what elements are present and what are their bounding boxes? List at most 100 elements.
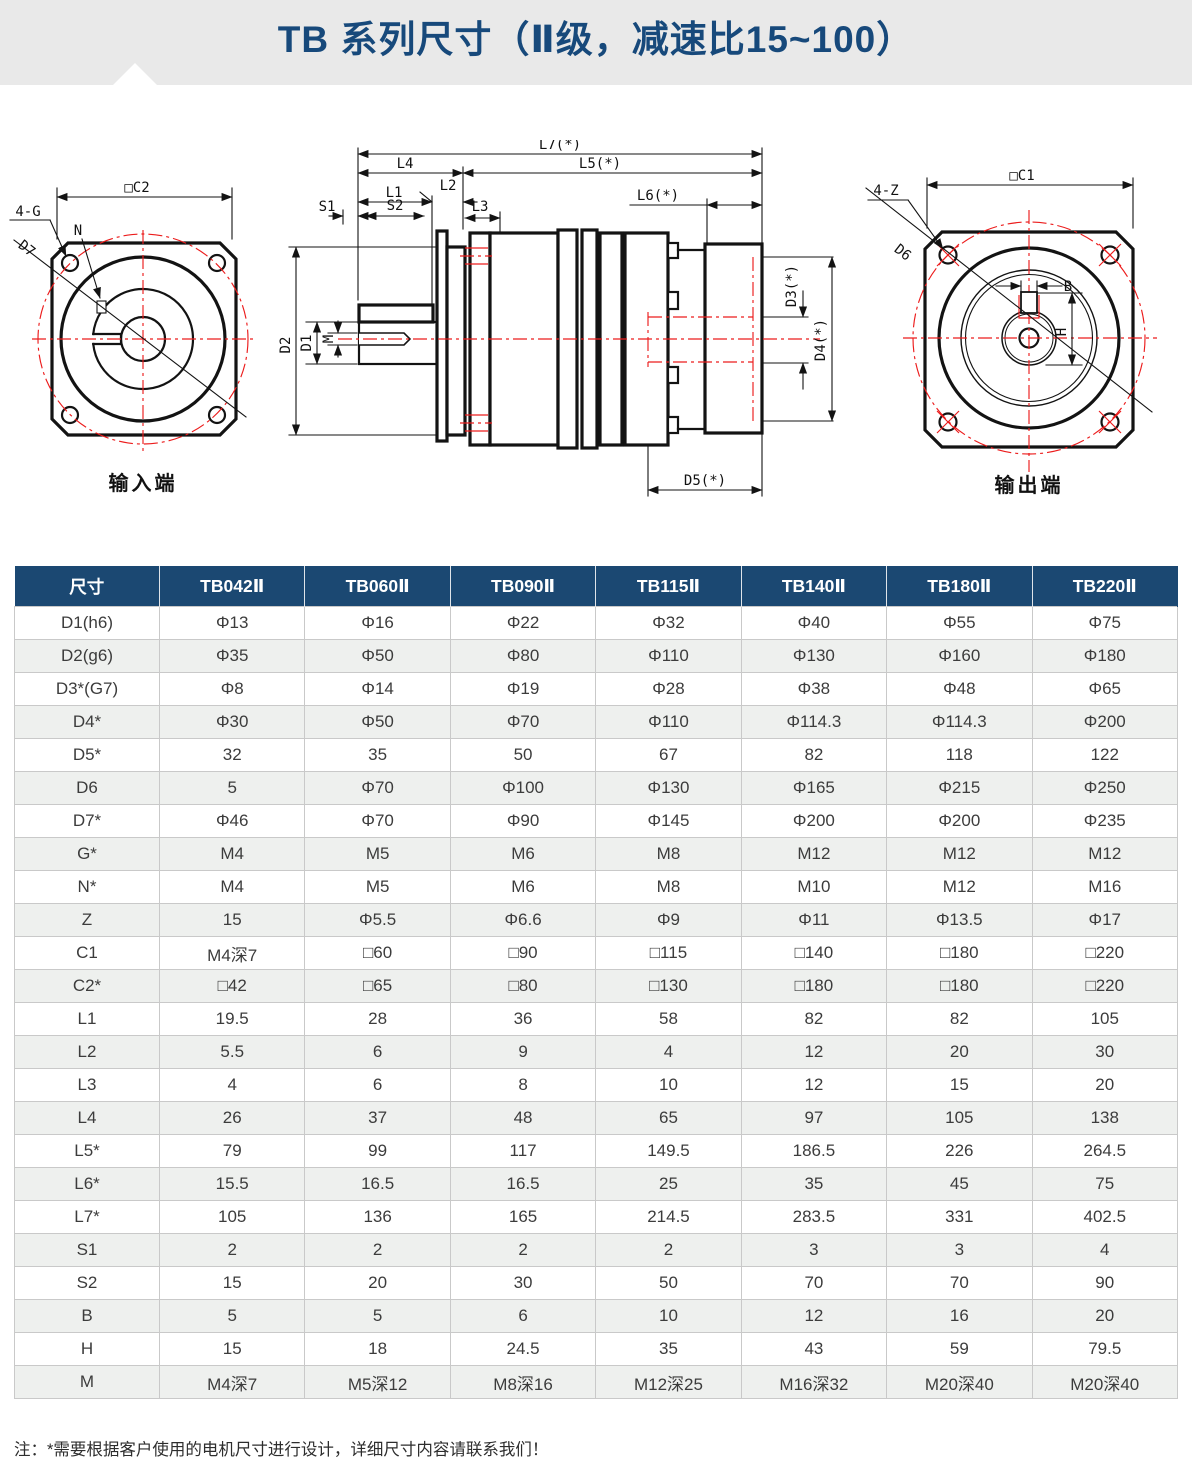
dim-cell: Φ55 xyxy=(886,606,1033,640)
dim-cell: 15 xyxy=(158,1332,306,1366)
dim-cell: Φ48 xyxy=(886,672,1033,706)
dim-cell: Φ35 xyxy=(158,639,306,673)
dim-cell: □115 xyxy=(595,936,742,970)
dim-cell: 20 xyxy=(304,1266,451,1300)
dim-cell: 79 xyxy=(158,1134,306,1168)
table-row: D6 5 Φ70 Φ100 Φ130 Φ165 Φ215 Φ250 xyxy=(14,771,1179,805)
header-row: 尺寸 TB042Ⅱ TB060Ⅱ TB090Ⅱ TB115Ⅱ TB140Ⅱ TB180Ⅱ TB… xyxy=(14,566,1179,607)
drawing-area: □C2 4-G N D7 输入端 D2 D xyxy=(9,140,1157,497)
table-row: Z 15 Φ5.5 Φ6.6 Φ9 Φ11 Φ13.5 Φ17 xyxy=(14,903,1179,937)
dim-cell: 12 xyxy=(740,1299,888,1333)
dim-cell: 35 xyxy=(595,1332,742,1366)
dim-cell: □140 xyxy=(740,936,888,970)
table-row: L2 5.5 6 9 4 12 20 30 xyxy=(14,1035,1179,1069)
dim-cell: □180 xyxy=(740,969,888,1003)
dim-cell: 32 xyxy=(158,738,306,772)
dim-label-d4: D4(*) xyxy=(813,319,829,361)
dim-cell: 5 xyxy=(158,771,306,805)
dim-label-m: M xyxy=(321,335,337,343)
dim-cell: 50 xyxy=(449,738,597,772)
dim-cell: Φ8 xyxy=(158,672,306,706)
dim-cell: 15 xyxy=(886,1068,1033,1102)
row-label: S2 xyxy=(14,1266,160,1300)
dim-label-4g: 4-G xyxy=(15,204,40,220)
dim-label-l1: L1 xyxy=(386,185,403,201)
dim-cell: M6 xyxy=(449,837,597,871)
table-row: S2 15 20 30 50 70 70 90 xyxy=(14,1266,1179,1300)
dim-cell: 97 xyxy=(740,1101,888,1135)
model-column-header: TB060Ⅱ xyxy=(304,566,451,607)
dim-cell: M8 xyxy=(595,837,742,871)
table-body: D1(h6) Φ13 Φ16 Φ22 Φ32 Φ40 Φ55 Φ75 D2(g6) Φ35 Φ50 Φ… xyxy=(14,606,1179,1399)
dim-label-s1: S1 xyxy=(319,199,336,215)
row-label: Z xyxy=(14,903,160,937)
table-row: L1 19.5 28 36 58 82 82 105 xyxy=(14,1002,1179,1036)
dim-cell: M16深32 xyxy=(740,1365,888,1399)
dim-cell: Φ32 xyxy=(595,606,742,640)
row-label: G* xyxy=(14,837,160,871)
dim-cell: M4 xyxy=(158,870,306,904)
dim-cell: 4 xyxy=(595,1035,742,1069)
dimension-table: 尺寸 TB042Ⅱ TB060Ⅱ TB090Ⅱ TB115Ⅱ TB140Ⅱ TB180Ⅱ TB… xyxy=(14,566,1179,1399)
dim-cell: 90 xyxy=(1031,1266,1179,1300)
dim-cell: 16.5 xyxy=(304,1167,451,1201)
dim-cell: Φ130 xyxy=(740,639,888,673)
dim-cell: 48 xyxy=(449,1101,597,1135)
dim-cell: 12 xyxy=(740,1068,888,1102)
dim-cell: Φ13.5 xyxy=(886,903,1033,937)
dim-cell: 35 xyxy=(740,1167,888,1201)
table-row: D3*(G7) Φ8 Φ14 Φ19 Φ28 Φ38 Φ48 Φ65 xyxy=(14,672,1179,706)
dim-cell: Φ75 xyxy=(1031,606,1179,640)
model-column-header: TB090Ⅱ xyxy=(450,566,597,607)
dim-cell: Φ30 xyxy=(158,705,306,739)
dim-cell: Φ22 xyxy=(449,606,597,640)
dim-cell: 4 xyxy=(1031,1233,1179,1267)
dim-label-d5: D5(*) xyxy=(684,473,726,489)
dim-cell: □130 xyxy=(595,969,742,1003)
dim-cell: □42 xyxy=(158,969,306,1003)
row-label: D1(h6) xyxy=(14,606,160,640)
row-label: M xyxy=(14,1365,160,1399)
dim-label-d3: D3(*) xyxy=(784,265,800,307)
dim-cell: 24.5 xyxy=(449,1332,597,1366)
dim-cell: □220 xyxy=(1031,936,1179,970)
dim-cell: Φ50 xyxy=(304,705,451,739)
table-row: D7* Φ46 Φ70 Φ90 Φ145 Φ200 Φ200 Φ235 xyxy=(14,804,1179,838)
table-row: D4* Φ30 Φ50 Φ70 Φ110 Φ114.3 Φ114.3 Φ200 xyxy=(14,705,1179,739)
dim-cell: Φ50 xyxy=(304,639,451,673)
input-end-view: □C2 4-G N D7 输入端 xyxy=(9,180,254,495)
dim-cell: 20 xyxy=(1031,1299,1179,1333)
dim-cell: Φ215 xyxy=(886,771,1033,805)
dim-cell: 149.5 xyxy=(595,1134,742,1168)
dim-cell: 9 xyxy=(449,1035,597,1069)
dim-cell: Φ114.3 xyxy=(740,705,888,739)
row-label: D7* xyxy=(14,804,160,838)
dim-cell: 16 xyxy=(886,1299,1033,1333)
dim-cell: 5 xyxy=(158,1299,306,1333)
dim-cell: Φ250 xyxy=(1031,771,1179,805)
bolt-hole-cross-marks xyxy=(936,243,1122,434)
dim-label-c1: □C1 xyxy=(1009,168,1034,184)
dim-cell: 214.5 xyxy=(595,1200,742,1234)
model-column-header: TB180Ⅱ xyxy=(886,566,1033,607)
dim-cell: M12 xyxy=(886,837,1033,871)
dim-cell: Φ16 xyxy=(304,606,451,640)
output-end-view: □C1 4-Z D6 B H 输出端 xyxy=(865,168,1157,497)
dim-label-l2: L2 xyxy=(440,178,457,194)
table-row: C1 M4深7 □60 □90 □115 □140 □180 □220 xyxy=(14,936,1179,970)
dim-cell: Φ6.6 xyxy=(449,903,597,937)
dim-cell: 264.5 xyxy=(1031,1134,1179,1168)
dim-cell: 283.5 xyxy=(740,1200,888,1234)
table-row: L3 4 6 8 10 12 15 20 xyxy=(14,1068,1179,1102)
dim-label-d7: D7 xyxy=(15,237,38,260)
row-label: H xyxy=(14,1332,160,1366)
dim-cell: 136 xyxy=(304,1200,451,1234)
dim-cell: 82 xyxy=(886,1002,1033,1036)
dim-cell: Φ28 xyxy=(595,672,742,706)
row-label: L2 xyxy=(14,1035,160,1069)
title-banner: TB 系列尺寸（Ⅱ级，减速比15~100） xyxy=(0,0,1192,85)
dim-label-h: H xyxy=(1054,328,1070,336)
dim-cell: 138 xyxy=(1031,1101,1179,1135)
dim-cell: 331 xyxy=(886,1200,1033,1234)
dim-cell: 2 xyxy=(304,1233,451,1267)
